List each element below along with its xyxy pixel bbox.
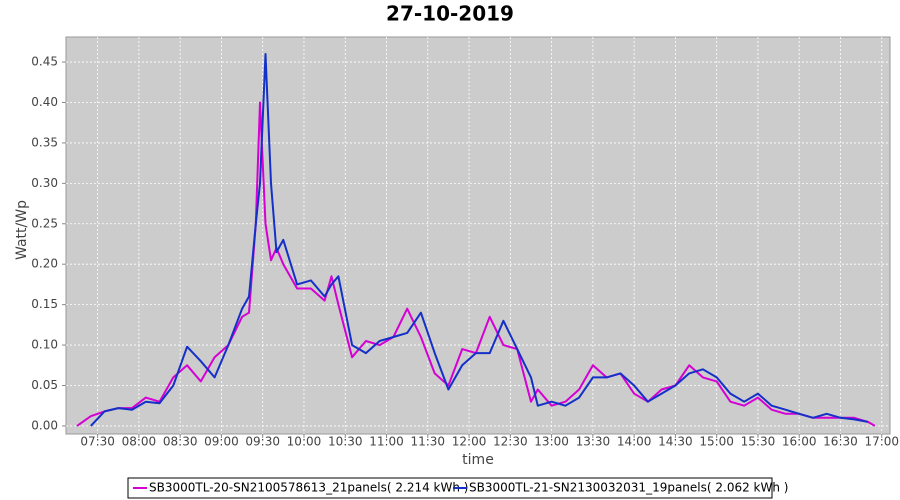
x-tick-label: 12:00 <box>452 435 487 449</box>
y-tick-label: 0.10 <box>31 338 58 352</box>
y-tick-label: 0.30 <box>31 176 58 190</box>
x-tick-label: 09:30 <box>245 435 280 449</box>
y-axis-label: Watt/Wp <box>14 200 30 260</box>
x-axis-label: time <box>462 452 494 468</box>
x-tick-label: 08:30 <box>163 435 198 449</box>
x-tick-label: 12:30 <box>493 435 528 449</box>
x-tick-label: 16:30 <box>823 435 858 449</box>
y-tick-label: 0.00 <box>31 418 58 432</box>
plot-area <box>65 36 891 435</box>
y-tick-label: 0.40 <box>31 95 58 109</box>
x-tick-label: 14:00 <box>617 435 652 449</box>
x-tick-label: 16:00 <box>782 435 817 449</box>
y-tick-label: 0.05 <box>31 378 58 392</box>
y-tick-label: 0.20 <box>31 257 58 271</box>
series-line <box>90 53 869 427</box>
legend <box>127 477 773 499</box>
series-line <box>76 101 876 427</box>
x-tick-label: 10:00 <box>287 435 322 449</box>
grid <box>66 37 890 434</box>
y-tick-label: 0.35 <box>31 135 58 149</box>
x-tick-label: 11:30 <box>410 435 445 449</box>
legend-text: SB3000TL-21-SN2130032031_19panels( 2.062… <box>469 481 788 495</box>
y-tick-label: 0.45 <box>31 55 58 69</box>
x-tick-label: 15:30 <box>741 435 776 449</box>
chart-title: 27-10-2019 <box>386 2 514 26</box>
series-group <box>76 53 876 427</box>
x-tick-label: 09:00 <box>204 435 239 449</box>
x-tick-label: 14:30 <box>658 435 693 449</box>
x-tick-label: 08:00 <box>122 435 157 449</box>
x-tick-label: 13:00 <box>534 435 569 449</box>
y-tick-label: 0.25 <box>31 216 58 230</box>
x-tick-label: 07:30 <box>80 435 115 449</box>
legend-text: SB3000TL-20-SN2100578613_21panels( 2.214… <box>149 481 468 495</box>
x-tick-label: 17:00 <box>864 435 899 449</box>
y-tick-label: 0.15 <box>31 297 58 311</box>
x-tick-label: 10:30 <box>328 435 363 449</box>
x-tick-label: 11:00 <box>369 435 404 449</box>
x-tick-label: 15:00 <box>699 435 734 449</box>
x-tick-label: 13:30 <box>576 435 611 449</box>
